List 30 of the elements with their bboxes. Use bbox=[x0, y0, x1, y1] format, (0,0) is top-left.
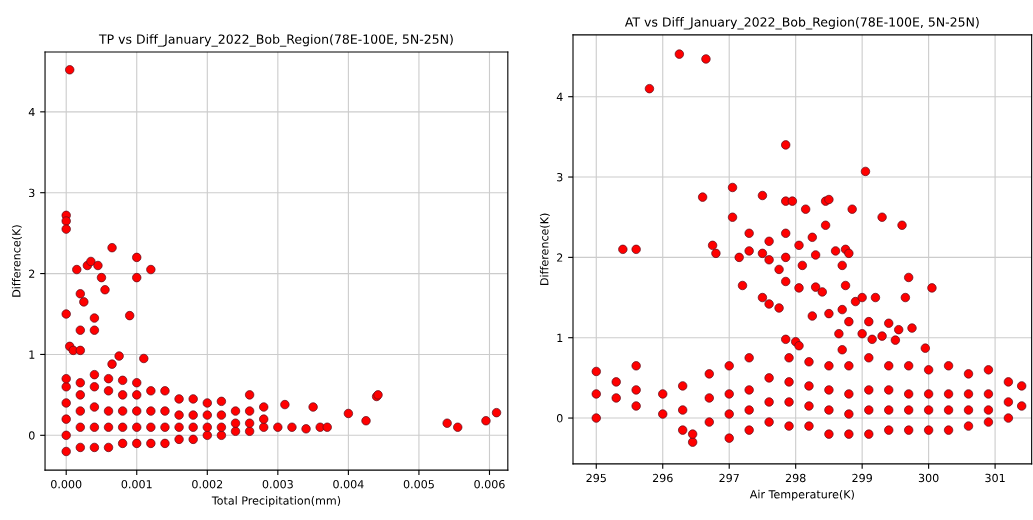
y-tick-label: 2 bbox=[29, 269, 35, 278]
x-tick-label: 298 bbox=[785, 473, 806, 483]
chart-title: AT vs Diff_January_2022_Bob_Region(78E-100E, 5N-25N) bbox=[624, 17, 979, 30]
y-tick-label: 4 bbox=[556, 92, 563, 101]
x-axis-title: Air Temperature(K) bbox=[749, 489, 854, 501]
y-tick-label: 0 bbox=[556, 414, 563, 423]
x-tick-label: 300 bbox=[918, 473, 939, 483]
x-tick-label: 296 bbox=[652, 473, 673, 483]
x-tick-label: 295 bbox=[586, 473, 606, 483]
y-tick-label: 3 bbox=[557, 173, 563, 182]
x-tick-label: 0.000 bbox=[51, 480, 82, 489]
chart-title: TP vs Diff_January_2022_Bob_Region(78E-100E, 5N-25N) bbox=[98, 34, 453, 47]
x-tick-label: 299 bbox=[852, 473, 872, 483]
x-axis-title: Total Precipitation(mm) bbox=[211, 496, 341, 507]
y-tick-label: 4 bbox=[28, 107, 35, 117]
y-axis-title: Difference(K) bbox=[11, 225, 22, 297]
y-tick-label: 1 bbox=[29, 350, 35, 359]
y-tick-label: 2 bbox=[557, 253, 563, 262]
x-tick-label: 301 bbox=[985, 473, 1005, 483]
y-tick-label: 3 bbox=[29, 188, 35, 198]
x-tick-label: 0.004 bbox=[333, 480, 364, 489]
y-axis-title: Difference(K) bbox=[539, 213, 550, 285]
x-tick-label: 0.006 bbox=[474, 480, 505, 489]
x-tick-label: 0.002 bbox=[192, 480, 223, 489]
x-tick-label: 0.001 bbox=[121, 480, 152, 489]
y-tick-label: 1 bbox=[557, 333, 563, 342]
x-tick-label: 297 bbox=[719, 473, 739, 483]
x-tick-label: 0.003 bbox=[262, 480, 293, 489]
y-tick-label: 0 bbox=[28, 431, 35, 440]
x-tick-label: 0.005 bbox=[403, 480, 434, 489]
